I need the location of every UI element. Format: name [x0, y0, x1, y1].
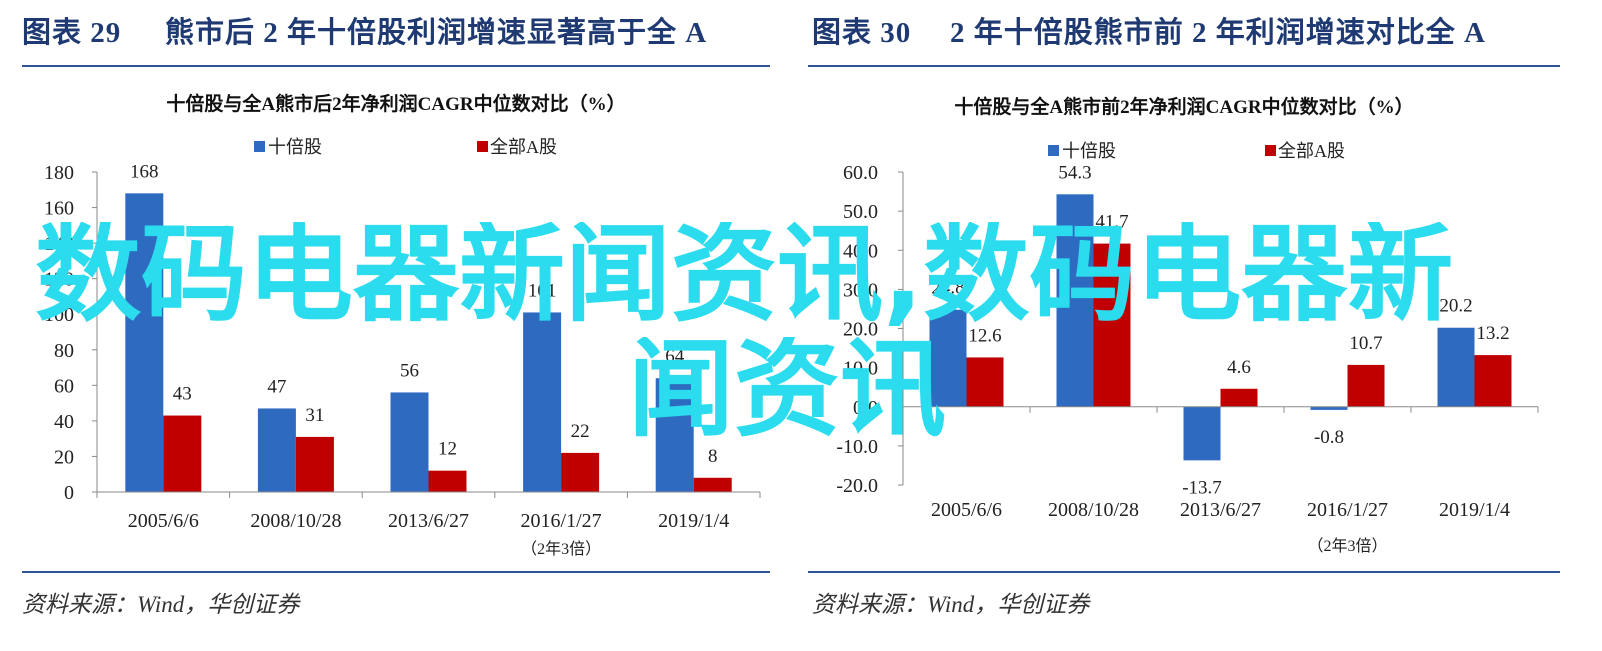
- ten-bagger-bar: [655, 378, 694, 492]
- all-a-shares-bar: [693, 477, 732, 492]
- x-category-label: 2019/1/4: [658, 510, 729, 532]
- x-category-sublabel: （2年3倍）: [1307, 537, 1387, 555]
- chart-title: 十倍股与全A熊市前2年净利润CAGR中位数对比（%）: [954, 95, 1413, 118]
- ten-bagger-bar: [929, 309, 967, 407]
- all-a-shares-value-label: 12.6: [968, 325, 1001, 346]
- all-a-shares-value-label: 10.7: [1349, 333, 1382, 354]
- y-tick-label: 60.0: [843, 162, 878, 184]
- y-tick-label: 120: [44, 269, 74, 291]
- ten-bagger-bar: [390, 392, 429, 492]
- x-category-sublabel: （2年3倍）: [521, 540, 601, 558]
- all-a-shares-value-label: 43: [173, 384, 192, 405]
- ten-bagger-value-label: 47: [267, 376, 286, 397]
- y-tick-label: 80: [54, 340, 74, 362]
- y-tick-label: 140: [44, 233, 74, 255]
- ten-bagger-legend-label: 十倍股: [268, 137, 322, 157]
- y-tick-label: -20.0: [836, 475, 878, 497]
- ten-bagger-legend-swatch: [254, 141, 265, 152]
- all-a-shares-bar: [1220, 388, 1258, 407]
- y-tick-label: 100: [44, 304, 74, 326]
- figure-29-bar-chart: 十倍股与全A熊市后2年净利润CAGR中位数对比（%） 十倍股 全部A股 168 47 56…: [44, 92, 761, 558]
- figure-29-panel: 图表 29 熊市后 2 年十倍股利润增速显著高于全 A 十倍股与全A熊市后2年净…: [22, 17, 770, 617]
- all-a-shares-value-label: 8: [708, 446, 718, 467]
- y-tick-label: 20: [54, 446, 74, 468]
- figure-29-header-rule: [22, 65, 770, 67]
- y-tick-label: 20.0: [843, 319, 878, 341]
- x-category-label: 2005/6/6: [931, 499, 1002, 521]
- ten-bagger-value-label: 56: [400, 360, 419, 381]
- all-a-shares-bar: [1474, 355, 1512, 407]
- x-category-label: 2016/1/27: [1307, 499, 1388, 521]
- all-a-shares-value-label: 41.7: [1095, 212, 1128, 233]
- ten-bagger-legend-swatch: [1048, 145, 1059, 156]
- ten-bagger-bar: [523, 312, 562, 492]
- figure-29-label: 图表 29: [22, 17, 122, 49]
- ten-bagger-value-label: -0.8: [1314, 427, 1344, 448]
- y-tick-label: 180: [44, 162, 74, 184]
- ten-bagger-value-label: 101: [528, 280, 557, 301]
- all-a-shares-legend-swatch: [1265, 145, 1276, 156]
- ten-bagger-bar: [1437, 327, 1475, 407]
- figure-30-label: 图表 30: [812, 17, 912, 49]
- all-a-shares-bar: [428, 470, 467, 492]
- figure-30-source: 资料来源：Wind，华创证券: [812, 592, 1090, 617]
- x-category-label: 2019/1/4: [1439, 499, 1510, 521]
- y-tick-label: 0: [64, 482, 74, 504]
- figure-30-title: 2 年十倍股熊市前 2 年利润增速对比全 A: [950, 17, 1486, 49]
- all-a-shares-legend-label: 全部A股: [490, 137, 557, 157]
- all-a-shares-legend-swatch: [477, 141, 488, 152]
- ten-bagger-value-label: 54.3: [1058, 162, 1091, 183]
- all-a-shares-value-label: 12: [438, 439, 457, 460]
- ten-bagger-value-label: 64: [665, 346, 685, 367]
- x-category-label: 2013/6/27: [1180, 499, 1261, 521]
- x-category-label: 2005/6/6: [128, 510, 199, 532]
- all-a-shares-value-label: 22: [571, 421, 590, 442]
- y-tick-label: 50.0: [843, 201, 878, 223]
- all-a-shares-bar: [966, 357, 1004, 407]
- x-category-label: 2013/6/27: [388, 510, 469, 532]
- watermark-line-1: 数码电器新闻资讯,数码电器新: [35, 222, 1454, 334]
- all-a-shares-value-label: 13.2: [1476, 323, 1509, 344]
- chart-title: 十倍股与全A熊市后2年净利润CAGR中位数对比（%）: [166, 92, 625, 115]
- all-a-shares-bar: [1347, 364, 1385, 407]
- ten-bagger-bar: [125, 193, 164, 492]
- all-a-shares-bar: [163, 415, 202, 492]
- x-category-label: 2008/10/28: [1048, 499, 1139, 521]
- figure-29-source: 资料来源：Wind，华创证券: [22, 592, 300, 617]
- all-a-shares-bar: [295, 436, 334, 492]
- y-tick-label: -10.0: [836, 436, 878, 458]
- all-a-shares-bar: [1093, 243, 1131, 407]
- x-category-label: 2016/1/27: [521, 510, 602, 532]
- all-a-shares-value-label: 4.6: [1227, 357, 1251, 378]
- x-category-label: 2008/10/28: [250, 510, 341, 532]
- ten-bagger-legend-label: 十倍股: [1062, 141, 1116, 161]
- y-tick-label: 10.0: [843, 358, 878, 380]
- ten-bagger-bar: [1056, 194, 1094, 407]
- ten-bagger-value-label: 20.2: [1439, 296, 1472, 317]
- y-tick-label: 160: [44, 198, 74, 220]
- figure-30-footer-rule: [808, 571, 1560, 573]
- figure-30-bar-chart: 十倍股与全A熊市前2年净利润CAGR中位数对比（%） 十倍股 全部A股 24.8 54.…: [836, 95, 1539, 555]
- ten-bagger-bar: [1310, 406, 1348, 410]
- y-tick-label: 30.0: [843, 279, 878, 301]
- ten-bagger-value-label: -13.7: [1182, 477, 1222, 498]
- ten-bagger-value-label: 24.8: [931, 278, 964, 299]
- y-tick-label: 40.0: [843, 240, 878, 262]
- y-tick-label: 60: [54, 375, 74, 397]
- all-a-shares-bar: [561, 452, 600, 492]
- ten-bagger-bar: [1183, 406, 1221, 461]
- figure-29-footer-rule: [22, 571, 770, 573]
- ten-bagger-bar: [257, 408, 296, 492]
- y-tick-label: 40: [54, 411, 74, 433]
- y-tick-label: 0.0: [853, 397, 878, 419]
- all-a-shares-value-label: 31: [305, 405, 324, 426]
- figure-30-panel: 图表 30 2 年十倍股熊市前 2 年利润增速对比全 A 十倍股与全A熊市前2年…: [801, 0, 1602, 651]
- watermark-line-2: 闻资讯: [628, 337, 946, 449]
- figure-29-title: 熊市后 2 年十倍股利润增速显著高于全 A: [165, 17, 708, 49]
- ten-bagger-value-label: 168: [130, 161, 159, 182]
- figure-30-header-rule: [808, 65, 1560, 67]
- all-a-shares-legend-label: 全部A股: [1278, 141, 1345, 161]
